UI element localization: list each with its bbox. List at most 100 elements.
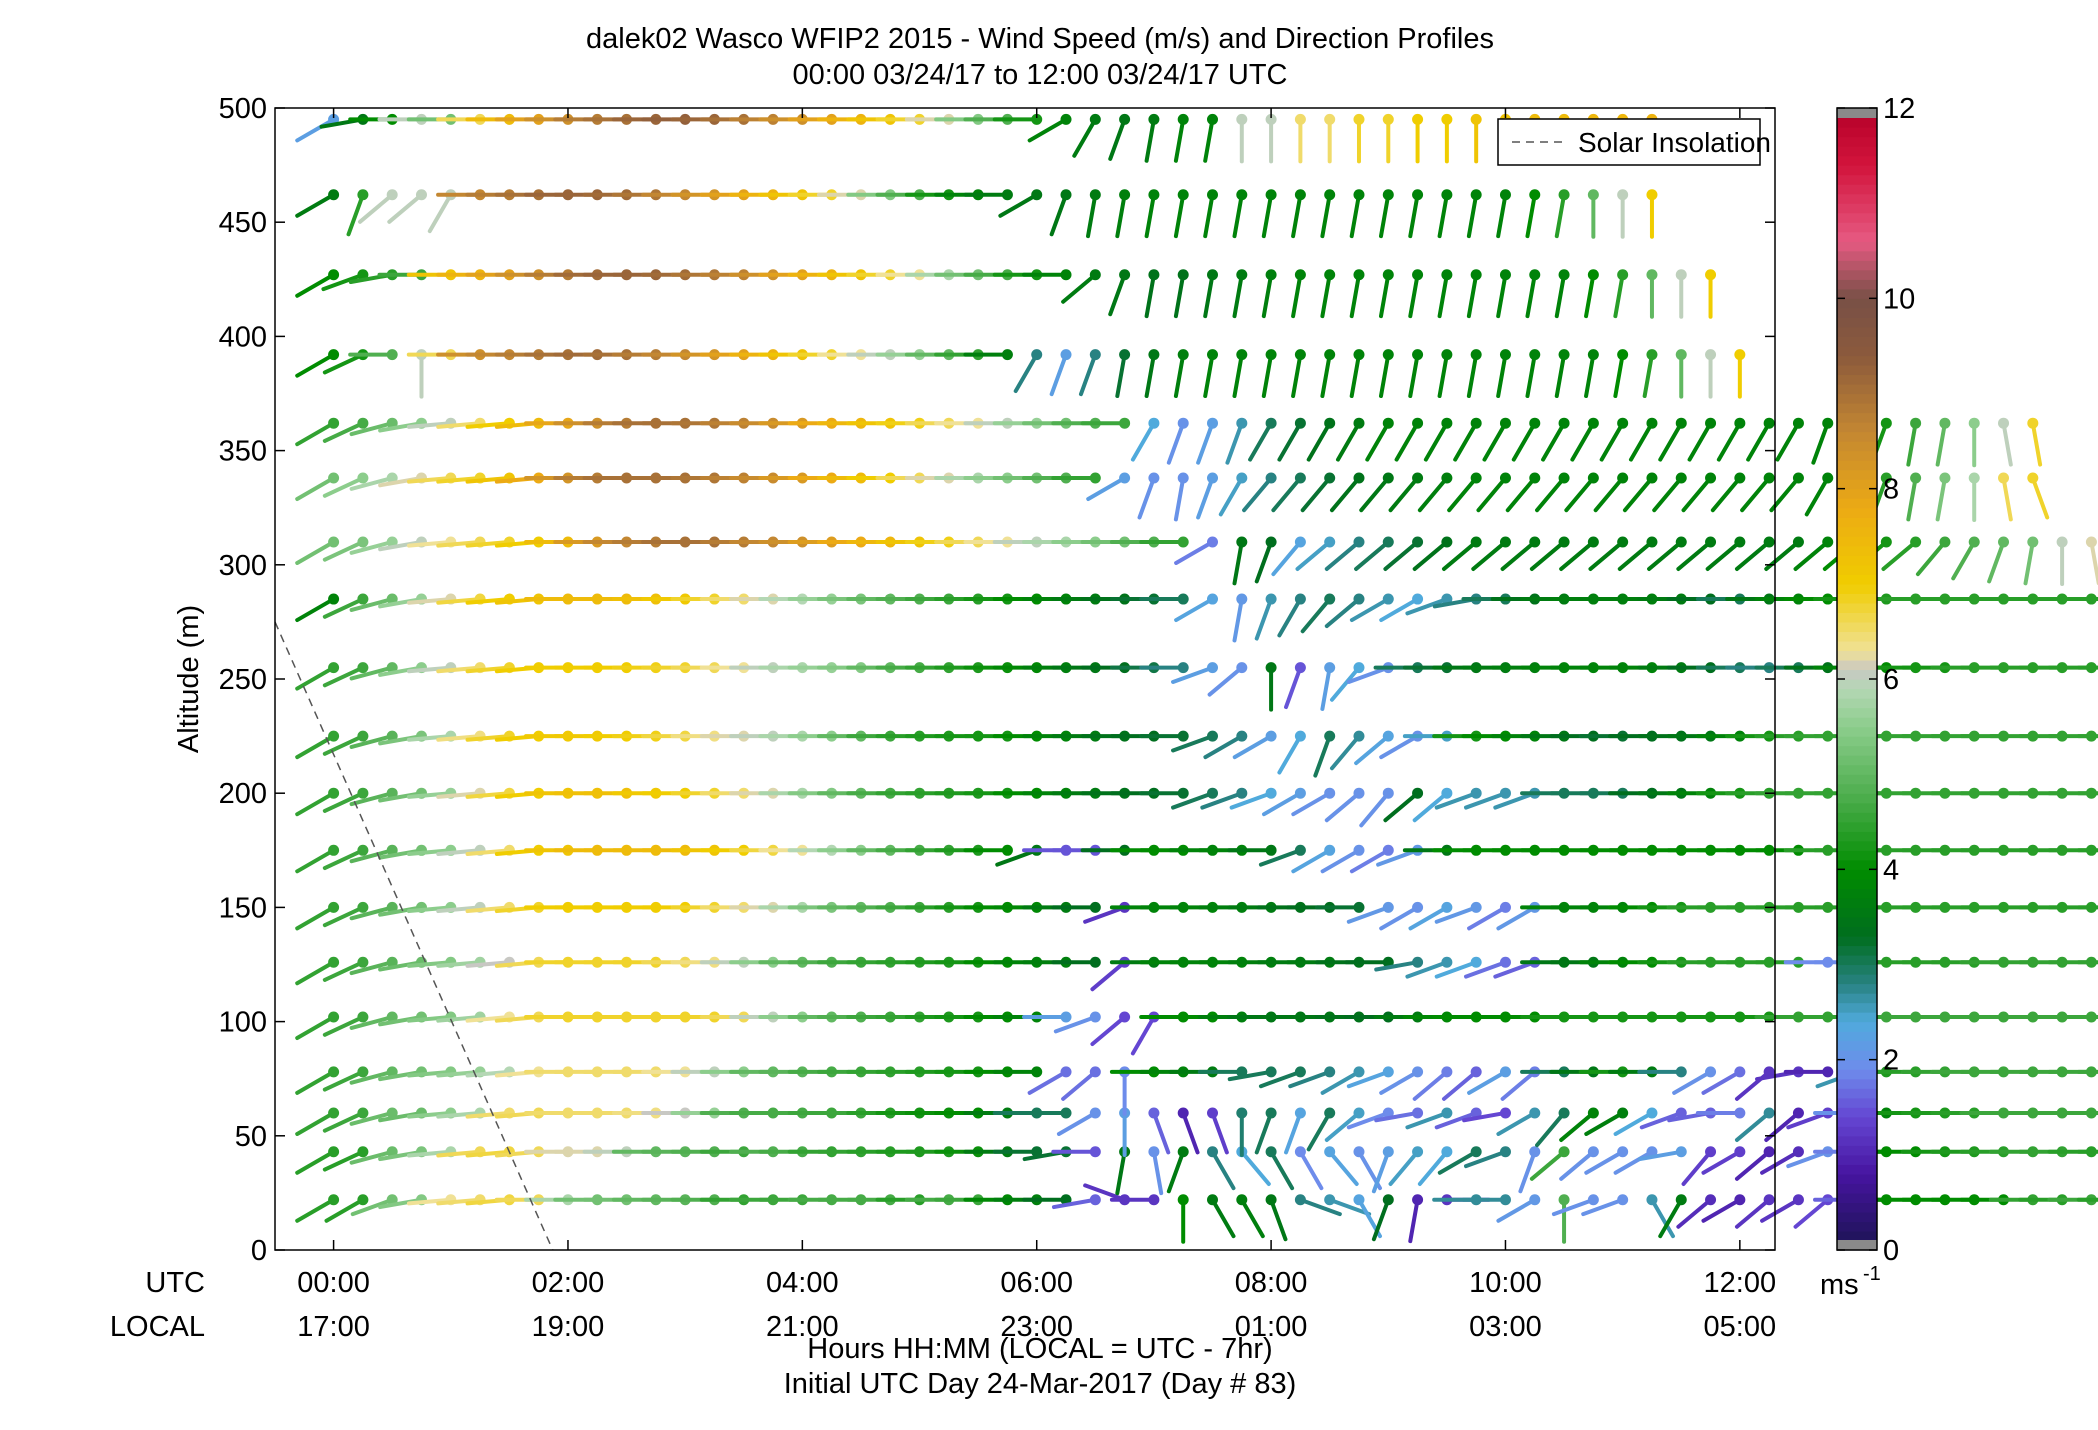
wind-barb xyxy=(1115,349,1131,399)
barb-stick xyxy=(1437,352,1449,399)
barb-stick xyxy=(1496,192,1508,239)
wind-barb xyxy=(295,269,340,298)
barb-dot xyxy=(1294,536,1306,548)
barb-dot xyxy=(1910,472,1922,484)
barb-stick xyxy=(1804,476,1830,517)
barb-dot xyxy=(1792,1107,1804,1119)
wind-barb xyxy=(1518,1146,1541,1194)
barb-dot xyxy=(1265,1194,1277,1206)
barb-stick xyxy=(1254,597,1274,641)
colorbar-band xyxy=(1837,279,1877,290)
x-tick-label-local: 17:00 xyxy=(297,1311,370,1343)
wind-barb xyxy=(963,189,1013,201)
barb-dot xyxy=(1382,113,1394,125)
colorbar-band xyxy=(1837,469,1877,480)
barb-stick xyxy=(1559,539,1596,571)
barb-stick xyxy=(322,1110,365,1133)
barb-stick xyxy=(406,1149,453,1158)
barb-stick xyxy=(998,192,1039,218)
barb-dot xyxy=(1177,536,1189,548)
wind-barb xyxy=(1378,349,1394,399)
colorbar-band xyxy=(1837,193,1877,204)
barb-stick xyxy=(1258,1069,1303,1089)
colorbar-band xyxy=(1837,1107,1877,1118)
barb-stick xyxy=(1658,421,1684,462)
barb-dot xyxy=(1177,113,1189,125)
wind-barb xyxy=(295,189,340,218)
barb-stick xyxy=(1262,791,1303,817)
wind-barb xyxy=(1324,1107,1365,1142)
wind-barb xyxy=(2076,1015,2098,1020)
barb-stick xyxy=(1090,960,1127,992)
barb-dot xyxy=(1529,189,1541,201)
x-tick-label-local: 19:00 xyxy=(532,1311,605,1343)
barb-stick xyxy=(1329,734,1361,771)
barb-stick xyxy=(1647,539,1684,571)
barb-dot xyxy=(1499,901,1511,913)
wind-barb xyxy=(1294,1146,1324,1191)
colorbar-band xyxy=(1837,1230,1877,1242)
barb-dot xyxy=(1353,417,1365,429)
barb-stick xyxy=(436,1197,483,1206)
wind-barb xyxy=(1173,269,1189,319)
y-tick-label: 250 xyxy=(219,664,267,696)
barb-dot xyxy=(386,349,398,361)
colorbar-band xyxy=(1837,517,1877,528)
barb-stick xyxy=(1203,117,1215,163)
barb-dot xyxy=(1265,189,1277,201)
barb-stick xyxy=(1108,117,1127,161)
barb-dot xyxy=(1646,1107,1658,1119)
barb-dot xyxy=(1324,189,1336,201)
wind-barb xyxy=(963,844,1013,856)
wind-barb xyxy=(1291,189,1306,239)
colorbar-band xyxy=(1837,869,1877,880)
wind-barb xyxy=(992,113,1043,125)
barb-stick xyxy=(1500,1069,1537,1101)
wind-barb xyxy=(1437,1146,1482,1175)
barb-stick xyxy=(1320,192,1332,239)
barb-stick xyxy=(1027,1069,1069,1095)
barb-dot xyxy=(1587,1107,1599,1119)
wind-barb xyxy=(1529,1146,1570,1181)
barb-dot xyxy=(1177,349,1189,361)
wind-barb xyxy=(1405,956,1453,979)
barb-dot xyxy=(1558,349,1570,361)
colorbar-band xyxy=(1837,907,1877,918)
barb-dot xyxy=(1177,1146,1189,1158)
wind-barb xyxy=(1417,1146,1453,1186)
wind-barb xyxy=(1374,1107,1424,1123)
colorbar-band xyxy=(1837,146,1877,157)
barb-dot xyxy=(328,189,340,201)
barb-dot xyxy=(357,417,369,429)
barb-stick xyxy=(1115,352,1127,399)
wind-barb xyxy=(2076,665,2098,670)
barb-dot xyxy=(1412,536,1424,548)
colorbar-tick-label: 6 xyxy=(1883,664,1899,696)
barb-stick xyxy=(1588,539,1625,571)
wind-barb xyxy=(1637,1146,1687,1162)
wind-barb xyxy=(1232,730,1277,760)
barb-dot xyxy=(1734,1107,1746,1119)
wind-barb xyxy=(295,536,340,565)
colorbar-band xyxy=(1837,793,1877,804)
wind-barb xyxy=(1769,472,1804,513)
wind-barb xyxy=(1137,472,1160,520)
wind-barb xyxy=(1467,901,1511,931)
barb-stick xyxy=(1210,1197,1236,1239)
barb-stick xyxy=(1464,791,1508,810)
wind-barb xyxy=(1324,536,1365,571)
barb-stick xyxy=(1701,1197,1742,1223)
barb-stick xyxy=(406,665,453,674)
colorbar-band xyxy=(1837,897,1877,908)
barb-dot xyxy=(1441,536,1453,548)
wind-barb xyxy=(1587,189,1599,239)
barb-stick xyxy=(465,960,512,968)
wind-barb xyxy=(1529,536,1570,571)
colorbar-band xyxy=(1837,1116,1877,1127)
barb-dot xyxy=(1880,472,1892,484)
barb-stick xyxy=(1379,905,1420,931)
colorbar-cap-top xyxy=(1837,108,1877,118)
wind-barb xyxy=(1173,472,1189,522)
wind-barb xyxy=(1265,113,1277,164)
barb-dot xyxy=(1324,417,1336,429)
